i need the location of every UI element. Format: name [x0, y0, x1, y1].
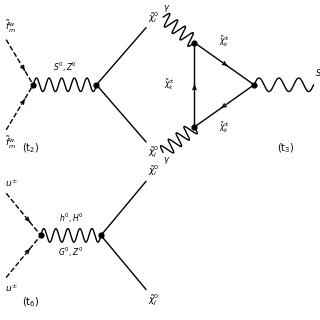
Text: $S^0$: $S^0$: [315, 66, 320, 79]
Text: $u^{\pm}$: $u^{\pm}$: [5, 177, 17, 189]
Point: [38, 233, 44, 238]
Text: $u^{\pm}$: $u^{\pm}$: [5, 282, 17, 294]
Text: $h^0, H^0$: $h^0, H^0$: [59, 212, 83, 225]
Text: $\tilde{\chi}_j^0$: $\tilde{\chi}_j^0$: [148, 145, 159, 161]
Point: [252, 82, 257, 87]
Text: $\tilde{f}_m^w$: $\tilde{f}_m^w$: [5, 134, 16, 151]
Text: $\tilde{\chi}_i^0$: $\tilde{\chi}_i^0$: [148, 10, 159, 25]
Text: $\tilde{\chi}_k^{\pm}$: $\tilde{\chi}_k^{\pm}$: [164, 78, 175, 92]
Text: (t$_3$): (t$_3$): [277, 142, 294, 156]
Point: [192, 40, 197, 45]
Text: (t$_2$): (t$_2$): [22, 142, 39, 156]
Point: [99, 233, 104, 238]
Text: $\tilde{\chi}_j^0$: $\tilde{\chi}_j^0$: [148, 292, 159, 308]
Text: $G^0, Z^0$: $G^0, Z^0$: [58, 246, 84, 259]
Point: [94, 82, 99, 87]
Text: $\tilde{\chi}_i^0$: $\tilde{\chi}_i^0$: [148, 163, 159, 178]
Text: $\tilde{\chi}_k^{\pm}$: $\tilde{\chi}_k^{\pm}$: [219, 121, 230, 135]
Text: $\tilde{\chi}_k^{\pm}$: $\tilde{\chi}_k^{\pm}$: [219, 35, 230, 49]
Text: $S^0, Z^0$: $S^0, Z^0$: [53, 61, 77, 74]
Text: $\gamma$: $\gamma$: [163, 3, 171, 14]
Point: [31, 82, 36, 87]
Text: (t$_6$): (t$_6$): [22, 295, 39, 309]
Text: $\gamma$: $\gamma$: [163, 156, 171, 166]
Text: $\tilde{f}_m^w$: $\tilde{f}_m^w$: [5, 19, 16, 35]
Point: [192, 124, 197, 130]
